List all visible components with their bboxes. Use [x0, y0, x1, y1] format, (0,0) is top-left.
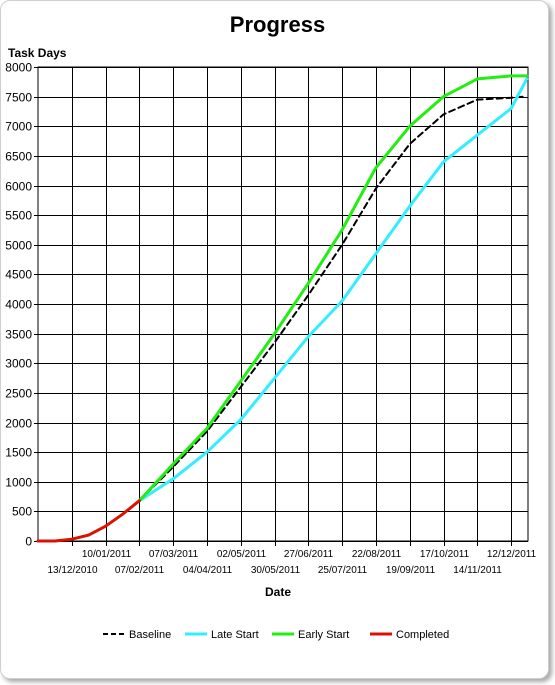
- x-tick-label: 02/05/2011: [217, 549, 267, 560]
- grid: [37, 66, 529, 542]
- legend-label: Early Start: [298, 629, 349, 641]
- y-tick-label: 6500: [5, 150, 32, 164]
- y-tick-label: 7000: [5, 120, 32, 134]
- series-lines: [36, 74, 529, 543]
- y-tick-label: 8000: [5, 61, 32, 75]
- y-tick-label: 5500: [5, 209, 32, 223]
- x-tick-label: 10/01/2011: [82, 549, 132, 560]
- x-axis-label: Date: [265, 585, 291, 599]
- x-tick-label: 27/06/2011: [284, 549, 334, 560]
- legend-label: Baseline: [129, 629, 171, 641]
- y-tick-label: 1000: [5, 476, 32, 490]
- series-line-late-start: [137, 77, 529, 503]
- y-tick-label: 3500: [5, 328, 32, 342]
- x-tick-label: 14/11/2011: [453, 565, 502, 576]
- x-tick-label: 19/09/2011: [386, 565, 436, 576]
- x-tick-label: 07/03/2011: [149, 549, 199, 560]
- y-tick-label: 3000: [5, 357, 32, 371]
- y-tick-label: 6000: [5, 180, 32, 194]
- series-line-completed: [36, 499, 141, 543]
- x-axis-ticks: 13/12/2010 10/01/2011 07/02/2011 07/03/2011…: [47, 541, 537, 576]
- y-tick-label: 7500: [5, 91, 32, 105]
- y-tick-label: 5000: [5, 239, 32, 253]
- x-tick-label: 17/10/2011: [420, 549, 470, 560]
- y-tick-label: 2500: [5, 387, 32, 401]
- y-tick-label: 4500: [5, 268, 32, 282]
- legend-label: Completed: [396, 629, 449, 641]
- y-tick-label: 4000: [5, 298, 32, 312]
- y-tick-label: 2000: [5, 417, 32, 431]
- x-tick-label: 30/05/2011: [251, 565, 301, 576]
- y-tick-label: 1500: [5, 446, 32, 460]
- y-tick-label: 0: [25, 535, 32, 549]
- x-tick-label: 12/12/2011: [487, 549, 537, 560]
- x-tick-label: 04/04/2011: [183, 565, 233, 576]
- x-tick-label: 07/02/2011: [115, 565, 165, 576]
- series-line-baseline: [138, 95, 526, 502]
- legend-label: Late Start: [211, 629, 259, 641]
- series-line-early-start: [137, 74, 529, 503]
- chart-title: Progress: [229, 12, 326, 37]
- x-tick-label: 22/08/2011: [352, 549, 402, 560]
- y-tick-label: 500: [12, 505, 32, 519]
- legend: Baseline Late Start Early Start Completed: [103, 629, 449, 641]
- y-axis-ticks: 0 500 1000 1500 2000 2500 3000 3500 4000 4500 5000…: [5, 61, 38, 549]
- x-tick-label: 25/07/2011: [318, 565, 368, 576]
- y-axis-label: Task Days: [8, 46, 67, 60]
- x-tick-label: 13/12/2010: [47, 565, 97, 576]
